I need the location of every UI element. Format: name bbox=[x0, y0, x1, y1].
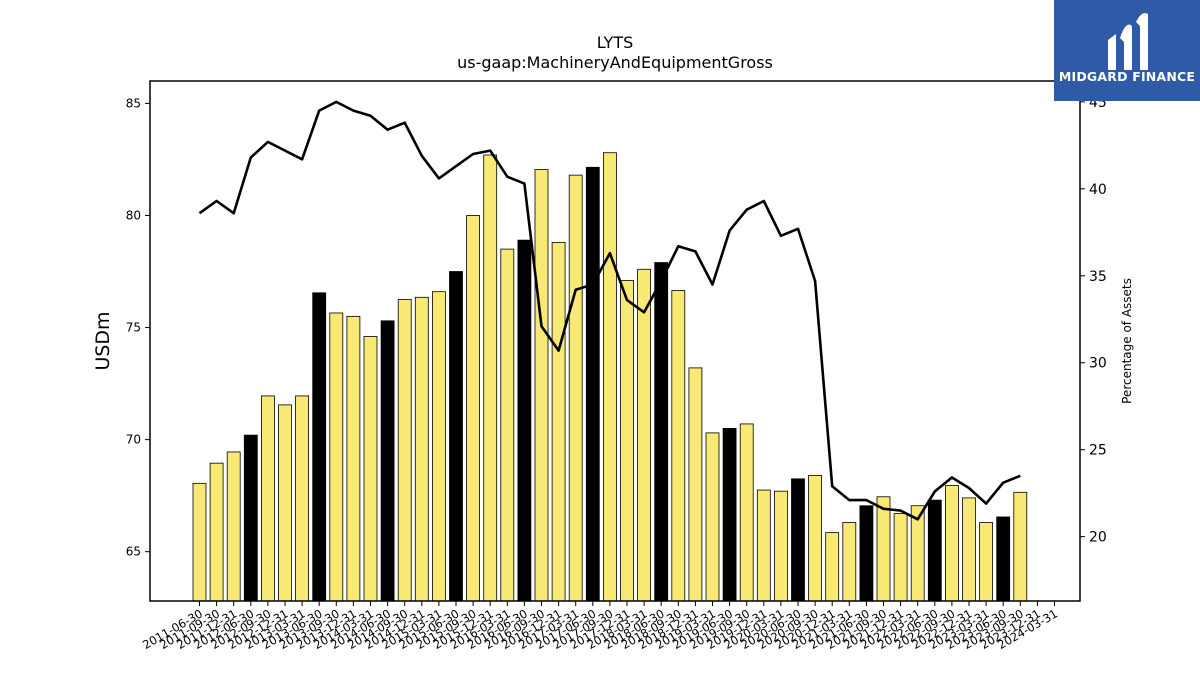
bar bbox=[568, 174, 583, 602]
percentage-line bbox=[198, 100, 1021, 521]
bar-series bbox=[192, 152, 1028, 602]
brand-name: MIDGARD FINANCE bbox=[1058, 69, 1196, 84]
y2-tick-label: 20 bbox=[1089, 530, 1107, 546]
y2-axis-label: Percentage of Assets bbox=[1120, 278, 1134, 404]
brand-logo: MIDGARD FINANCE bbox=[1054, 0, 1200, 101]
bar bbox=[312, 292, 327, 602]
bar bbox=[363, 336, 378, 602]
bar bbox=[517, 239, 532, 602]
bar bbox=[243, 434, 258, 602]
bar bbox=[825, 532, 840, 602]
bar bbox=[192, 482, 207, 602]
plot-frame bbox=[149, 80, 1081, 602]
y-axis-left: 65 70 75 80 85 bbox=[126, 96, 150, 559]
bar bbox=[774, 490, 788, 602]
y-tick-label: 75 bbox=[126, 321, 141, 335]
bar bbox=[260, 395, 275, 602]
bar bbox=[466, 215, 481, 602]
bar bbox=[979, 522, 993, 602]
bar bbox=[551, 241, 566, 602]
y-axis-label: USDm bbox=[92, 311, 114, 370]
bar bbox=[927, 499, 942, 602]
bar bbox=[603, 152, 617, 602]
bar bbox=[722, 428, 737, 602]
bar bbox=[637, 268, 651, 602]
bar bbox=[278, 404, 292, 602]
bar bbox=[226, 451, 241, 602]
bar bbox=[688, 367, 703, 602]
bar bbox=[431, 291, 446, 602]
bar bbox=[329, 312, 344, 602]
bar bbox=[842, 522, 857, 602]
bar bbox=[449, 271, 463, 602]
bar bbox=[808, 475, 822, 602]
bar bbox=[791, 478, 805, 602]
bar bbox=[705, 432, 720, 602]
bar bbox=[295, 395, 310, 602]
bar bbox=[859, 505, 874, 602]
bar bbox=[346, 315, 361, 602]
bar bbox=[1013, 491, 1028, 602]
y-tick-label: 80 bbox=[126, 208, 141, 222]
bar bbox=[654, 262, 669, 602]
x-axis: 2011-06-302011-09-302011-12-312012-06-30… bbox=[140, 601, 1060, 652]
bar bbox=[756, 489, 771, 602]
bar bbox=[945, 485, 959, 602]
bar bbox=[397, 299, 412, 602]
y-tick-label: 65 bbox=[126, 545, 141, 559]
bar bbox=[876, 496, 891, 602]
y2-tick-label: 25 bbox=[1089, 443, 1107, 459]
bar bbox=[996, 516, 1011, 602]
bar bbox=[893, 513, 908, 602]
bar bbox=[620, 280, 634, 602]
bar bbox=[209, 462, 224, 602]
bar bbox=[671, 290, 686, 602]
chart-subtitle: us-gaap:MachineryAndEquipmentGross bbox=[457, 53, 773, 72]
bar bbox=[500, 248, 515, 602]
bar bbox=[483, 154, 498, 602]
y-tick-label: 70 bbox=[126, 433, 141, 447]
bar bbox=[962, 497, 976, 602]
bar bbox=[585, 166, 600, 602]
y2-tick-label: 35 bbox=[1089, 269, 1107, 285]
y2-tick-label: 30 bbox=[1089, 356, 1107, 372]
y-tick-label: 85 bbox=[126, 96, 141, 110]
y2-tick-label: 40 bbox=[1089, 182, 1107, 198]
bar bbox=[414, 296, 429, 602]
bar bbox=[534, 169, 549, 602]
chart-title: LYTS bbox=[597, 33, 634, 52]
bar bbox=[380, 320, 395, 602]
logo-icon bbox=[1108, 13, 1148, 70]
bar bbox=[739, 423, 754, 602]
